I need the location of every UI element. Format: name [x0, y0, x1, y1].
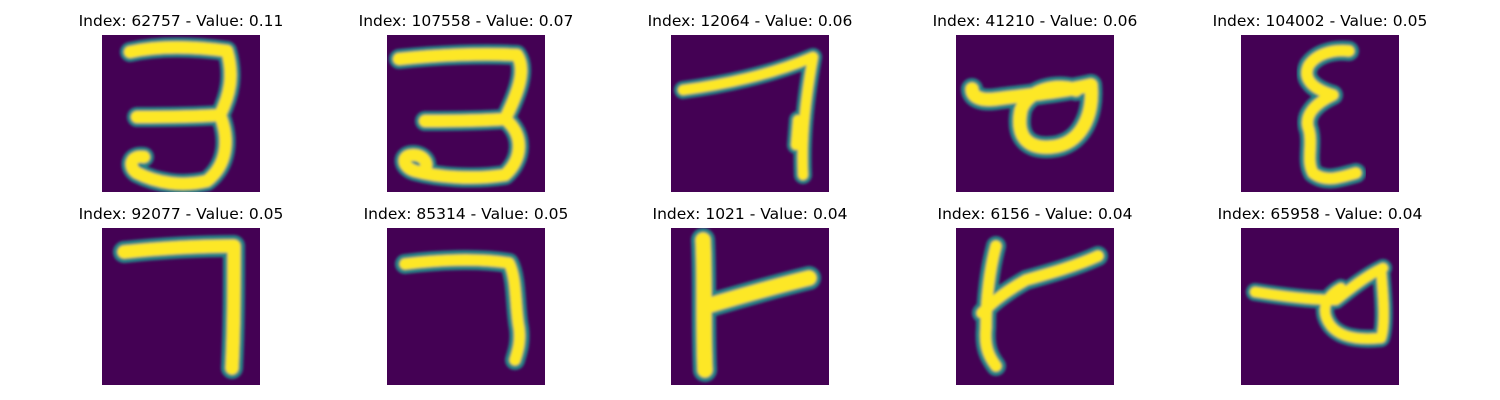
- digit-image-107558: [387, 35, 545, 192]
- sample-title: Index: 65958 - Value: 0.04: [1217, 205, 1423, 223]
- sample-title: Index: 85314 - Value: 0.05: [363, 205, 569, 223]
- digit-image-62757: [102, 35, 260, 192]
- digit-image-12064: [671, 35, 829, 192]
- digit-image-1021: [671, 228, 829, 385]
- digit-image-104002: [1241, 35, 1399, 192]
- sample-title: Index: 104002 - Value: 0.05: [1212, 12, 1428, 30]
- digit-image-41210: [956, 35, 1114, 192]
- digit-image-85314: [387, 228, 545, 385]
- digit-image-92077: [102, 228, 260, 385]
- sample-title: Index: 107558 - Value: 0.07: [358, 12, 574, 30]
- digit-image-6156: [956, 228, 1114, 385]
- sample-title: Index: 41210 - Value: 0.06: [932, 12, 1138, 30]
- sample-title: Index: 12064 - Value: 0.06: [647, 12, 853, 30]
- sample-title: Index: 92077 - Value: 0.05: [78, 205, 284, 223]
- sample-title: Index: 6156 - Value: 0.04: [937, 205, 1133, 223]
- sample-title: Index: 1021 - Value: 0.04: [652, 205, 848, 223]
- sample-title: Index: 62757 - Value: 0.11: [78, 12, 284, 30]
- digit-image-65958: [1241, 228, 1399, 385]
